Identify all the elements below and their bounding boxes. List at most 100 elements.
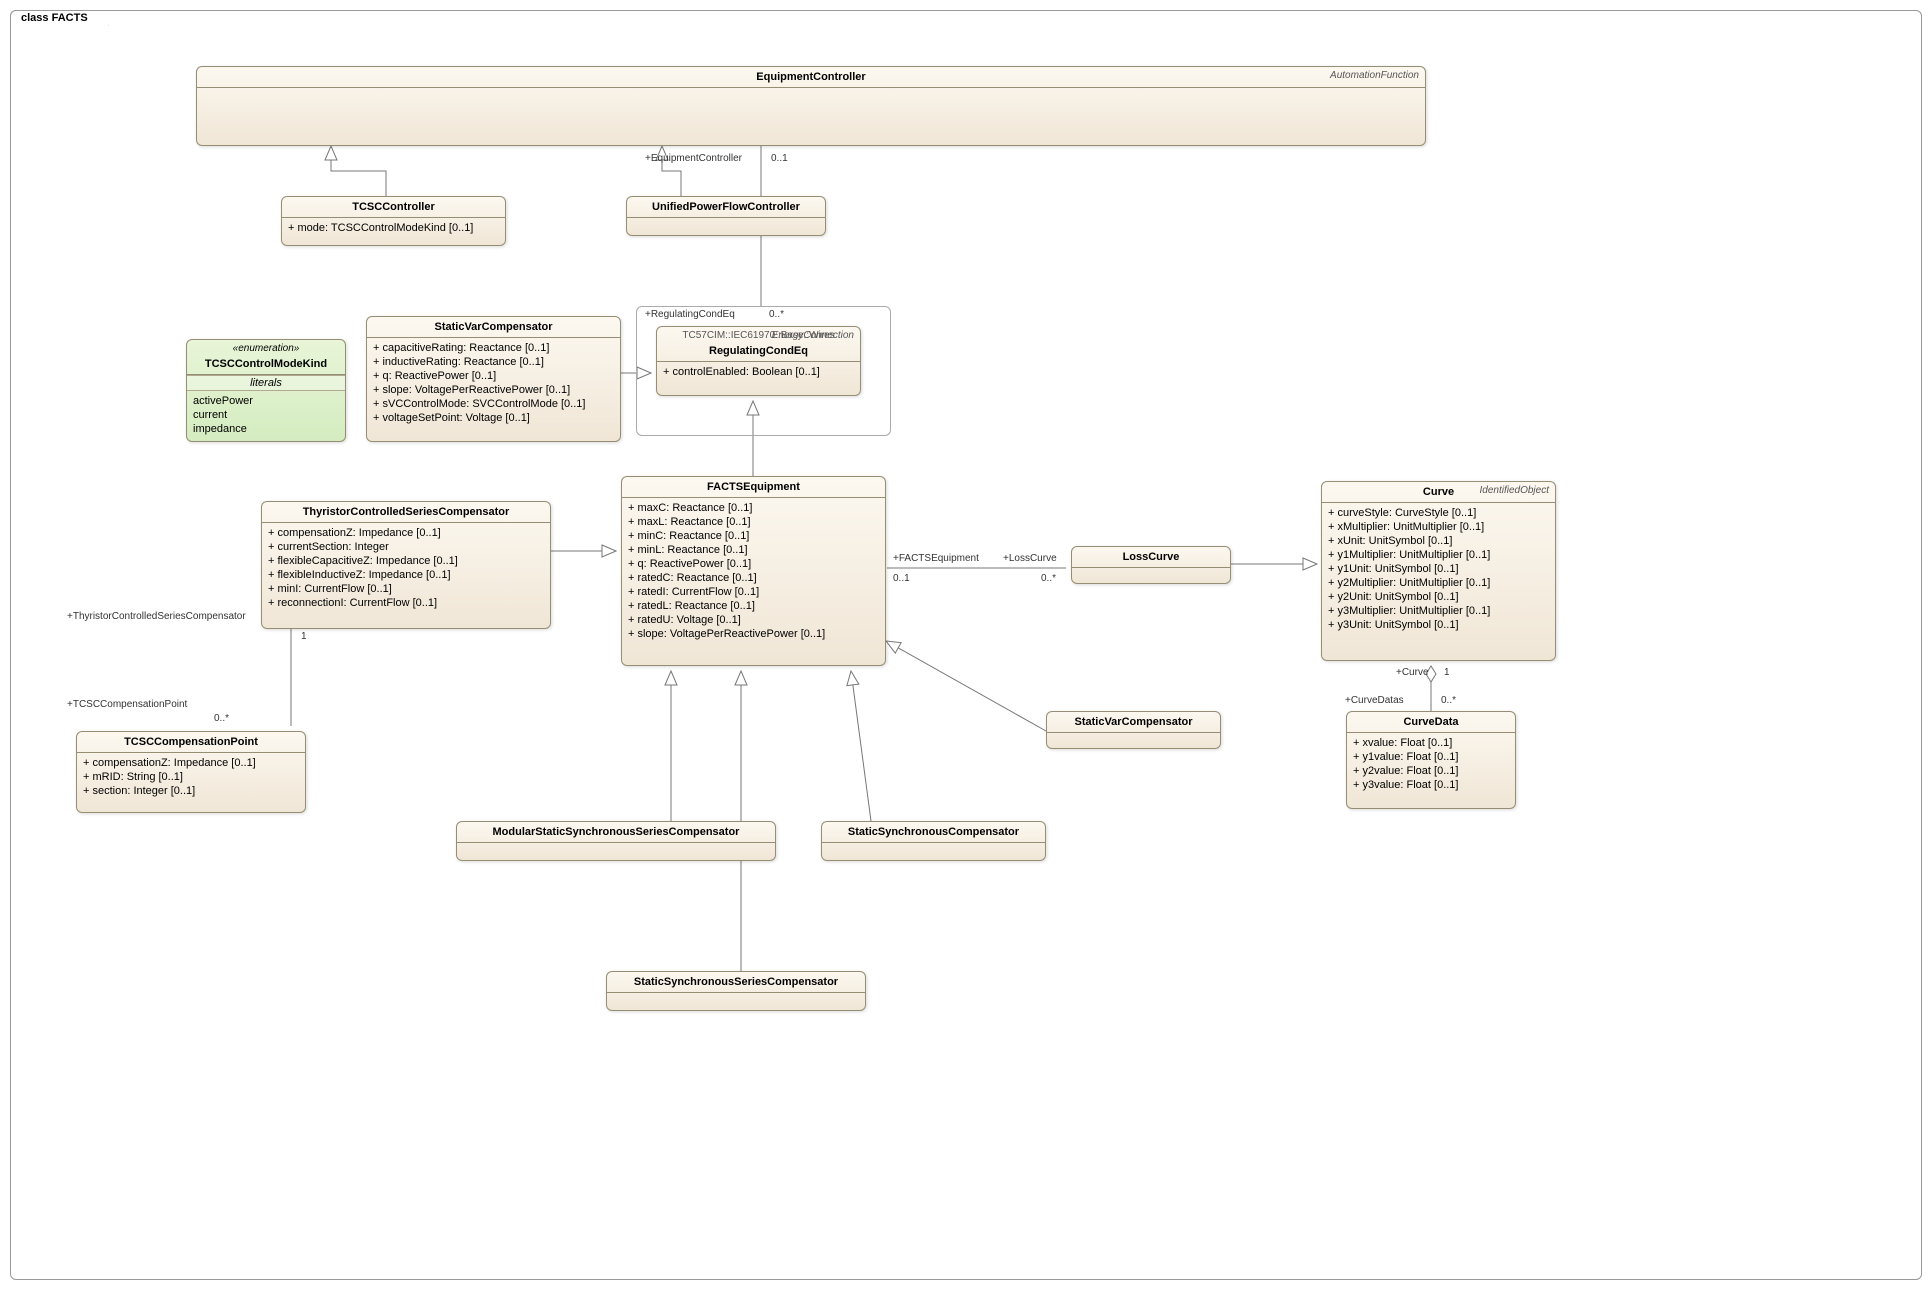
class-name: EquipmentController xyxy=(197,67,1425,88)
class-TCSCCompensationPoint: TCSCCompensationPoint+ compensationZ: Im… xyxy=(76,731,306,813)
attr-row: + compensationZ: Impedance [0..1] xyxy=(268,526,544,540)
class-TCSCControlModeKind: «enumeration»TCSCControlModeKindliterals… xyxy=(186,339,346,442)
attr-row: + currentSection: Integer xyxy=(268,540,544,554)
connector-gen xyxy=(851,671,871,821)
role-tcscpoint: +TCSCCompensationPoint xyxy=(67,699,187,710)
attr-row: + y2value: Float [0..1] xyxy=(1353,764,1509,778)
attr-row: + inductiveRating: Reactance [0..1] xyxy=(373,355,614,369)
attr-row: + section: Integer [0..1] xyxy=(83,784,299,798)
class-Curve: IdentifiedObjectCurve+ curveStyle: Curve… xyxy=(1321,481,1556,661)
connector-gen xyxy=(886,641,1046,731)
class-name: CurveData xyxy=(1347,712,1515,733)
attr-row: + compensationZ: Impedance [0..1] xyxy=(83,756,299,770)
class-body: + mode: TCSCControlModeKind [0..1] xyxy=(282,218,505,240)
attr-row: + y1value: Float [0..1] xyxy=(1353,750,1509,764)
attr-row: + minI: CurrentFlow [0..1] xyxy=(268,582,544,596)
role-regulatingcondeq: +RegulatingCondEq xyxy=(645,309,735,320)
attr-row: + y1Multiplier: UnitMultiplier [0..1] xyxy=(1328,548,1549,562)
class-UnifiedPowerFlowController: UnifiedPowerFlowController xyxy=(626,196,826,236)
class-corner-stereotype: IdentifiedObject xyxy=(1480,485,1550,496)
attr-row: + minL: Reactance [0..1] xyxy=(628,543,879,557)
attr-row: + xvalue: Float [0..1] xyxy=(1353,736,1509,750)
class-corner-stereotype: EnergyConnection xyxy=(772,330,854,341)
class-RegulatingCondEq: TC57CIM::IEC61970::Base::WiresEnergyConn… xyxy=(656,326,861,396)
class-name: StaticSynchronousSeriesCompensator xyxy=(607,972,865,993)
attr-row: + y3Unit: UnitSymbol [0..1] xyxy=(1328,618,1549,632)
attr-row: + q: ReactivePower [0..1] xyxy=(628,557,879,571)
class-ModularStaticSynchronousSeriesCompensator: ModularStaticSynchronousSeriesCompensato… xyxy=(456,821,776,861)
attr-row: + reconnectionI: CurrentFlow [0..1] xyxy=(268,596,544,610)
attr-row: + minC: Reactance [0..1] xyxy=(628,529,879,543)
mult-losscurve: 0..* xyxy=(1041,573,1056,584)
title: FACTS xyxy=(52,12,88,24)
class-name: RegulatingCondEq xyxy=(657,341,860,362)
attr-row: + xUnit: UnitSymbol [0..1] xyxy=(1328,534,1549,548)
attr-row: + y3Multiplier: UnitMultiplier [0..1] xyxy=(1328,604,1549,618)
class-corner-stereotype: AutomationFunction xyxy=(1330,70,1419,81)
class-name: LossCurve xyxy=(1072,547,1230,568)
attr-row: + xMultiplier: UnitMultiplier [0..1] xyxy=(1328,520,1549,534)
attr-row: + mRID: String [0..1] xyxy=(83,770,299,784)
class-name: UnifiedPowerFlowController xyxy=(627,197,825,218)
attr-row: + flexibleInductiveZ: Impedance [0..1] xyxy=(268,568,544,582)
class-body: + compensationZ: Impedance [0..1]+ mRID:… xyxy=(77,753,305,803)
attr-row: + mode: TCSCControlModeKind [0..1] xyxy=(288,221,499,235)
class-name: StaticVarCompensator xyxy=(1047,712,1220,733)
connector-gen xyxy=(331,146,386,196)
attr-row: + y1Unit: UnitSymbol [0..1] xyxy=(1328,562,1549,576)
literals-label: literals xyxy=(187,375,345,391)
class-ThyristorControlledSeriesCompensator: ThyristorControlledSeriesCompensator + co… xyxy=(261,501,551,629)
class-FACTSEquipment: FACTSEquipment+ maxC: Reactance [0..1]+ … xyxy=(621,476,886,666)
class-StaticSynchronousCompensator: StaticSynchronousCompensator xyxy=(821,821,1046,861)
class-name: ModularStaticSynchronousSeriesCompensato… xyxy=(457,822,775,843)
class-name: FACTSEquipment xyxy=(622,477,885,498)
class-body: + controlEnabled: Boolean [0..1] xyxy=(657,362,860,384)
class-name: TCSCControlModeKind xyxy=(187,354,345,375)
class-name: TCSCCompensationPoint xyxy=(77,732,305,753)
title-prefix: class xyxy=(21,12,49,24)
mult-tcscpoint: 0..* xyxy=(214,713,229,724)
mult-tcsc: 1 xyxy=(301,631,307,642)
attr-row: + controlEnabled: Boolean [0..1] xyxy=(663,365,854,379)
attr-row: activePower xyxy=(193,394,339,408)
attr-row: + voltageSetPoint: Voltage [0..1] xyxy=(373,411,614,425)
class-StaticVarCompensator: StaticVarCompensator+ capacitiveRating: … xyxy=(366,316,621,442)
attr-row: impedance xyxy=(193,422,339,436)
diagram-frame: class FACTS AutomationFunctionEquipmentC… xyxy=(10,10,1922,1280)
class-stereotype: «enumeration» xyxy=(187,340,345,354)
mult-equipmentcontroller: 0..1 xyxy=(771,153,788,164)
class-CurveData: CurveData + xvalue: Float [0..1]+ y1value… xyxy=(1346,711,1516,809)
attr-row: + maxL: Reactance [0..1] xyxy=(628,515,879,529)
class-name: StaticVarCompensator xyxy=(367,317,620,338)
attr-row: + slope: VoltagePerReactivePower [0..1] xyxy=(373,383,614,397)
class-StaticSynchronousSeriesCompensator: StaticSynchronousSeriesCompensator xyxy=(606,971,866,1011)
diagram-title-tab: class FACTS xyxy=(10,10,109,26)
class-StaticVarCompensator2: StaticVarCompensator xyxy=(1046,711,1221,749)
class-EquipmentController: AutomationFunctionEquipmentController xyxy=(196,66,1426,146)
class-body: + capacitiveRating: Reactance [0..1]+ in… xyxy=(367,338,620,430)
class-body: + maxC: Reactance [0..1]+ maxL: Reactanc… xyxy=(622,498,885,646)
role-tcsc: +ThyristorControlledSeriesCompensator xyxy=(67,611,246,622)
mult-regulatingcondeq: 0..* xyxy=(769,309,784,320)
role-equipmentcontroller: +EquipmentController xyxy=(645,153,742,164)
attr-row: + y3value: Float [0..1] xyxy=(1353,778,1509,792)
attr-row: + ratedC: Reactance [0..1] xyxy=(628,571,879,585)
class-TCSCController: TCSCController+ mode: TCSCControlModeKin… xyxy=(281,196,506,246)
attr-row: + flexibleCapacitiveZ: Impedance [0..1] xyxy=(268,554,544,568)
mult-factsequipment: 0..1 xyxy=(893,573,910,584)
attr-row: + ratedU: Voltage [0..1] xyxy=(628,613,879,627)
class-body: + curveStyle: CurveStyle [0..1]+ xMultip… xyxy=(1322,503,1555,637)
attr-row: + maxC: Reactance [0..1] xyxy=(628,501,879,515)
attr-row: + q: ReactivePower [0..1] xyxy=(373,369,614,383)
attr-row: + ratedI: CurrentFlow [0..1] xyxy=(628,585,879,599)
mult-curvedatas: 0..* xyxy=(1441,695,1456,706)
attr-row: + capacitiveRating: Reactance [0..1] xyxy=(373,341,614,355)
class-body: activePowercurrentimpedance xyxy=(187,391,345,441)
role-losscurve: +LossCurve xyxy=(1003,553,1057,564)
mult-curve: 1 xyxy=(1444,667,1450,678)
class-name: StaticSynchronousCompensator xyxy=(822,822,1045,843)
role-curvedatas: +CurveDatas xyxy=(1345,695,1404,706)
attr-row: + ratedL: Reactance [0..1] xyxy=(628,599,879,613)
attr-row: current xyxy=(193,408,339,422)
class-name: ThyristorControlledSeriesCompensator xyxy=(262,502,550,523)
